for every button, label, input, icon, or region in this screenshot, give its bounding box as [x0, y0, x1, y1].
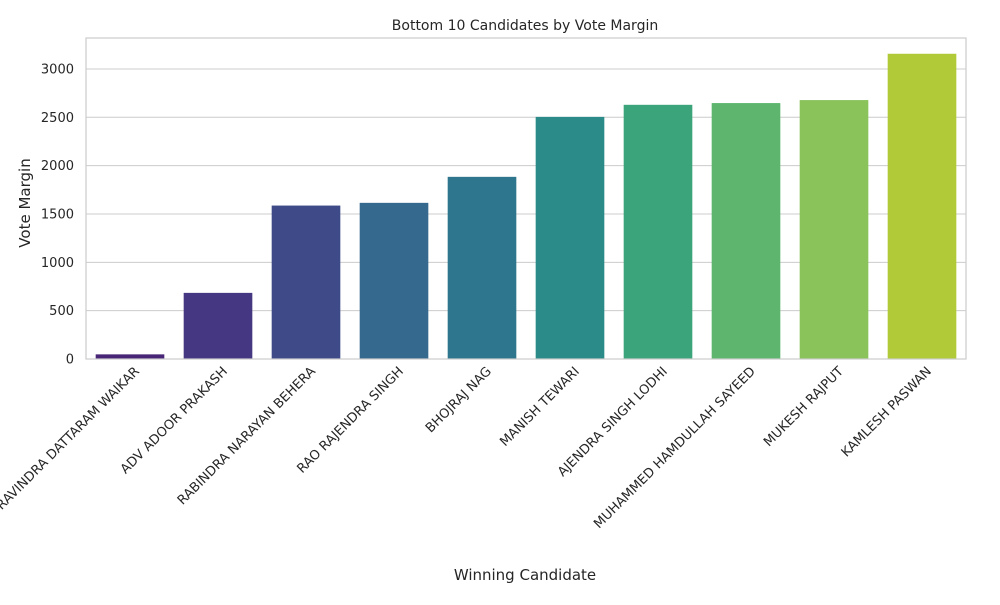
y-axis-label: Vote Margin [16, 158, 34, 247]
y-tick-label: 3000 [41, 62, 74, 77]
x-tick-label: KAMLESH PASWAN [839, 364, 935, 460]
y-tick-label: 0 [66, 353, 74, 368]
x-tick-label: RAVINDRA DATTARAM WAIKAR [0, 364, 143, 513]
bar [271, 205, 341, 359]
y-tick-label: 1500 [41, 207, 74, 222]
bar [623, 104, 693, 359]
x-tick-label: BHOJRAJ NAG [423, 364, 495, 436]
bar [711, 103, 781, 359]
x-tick-label: RABINDRA NARAYAN BEHERA [175, 364, 319, 508]
bar [535, 116, 605, 359]
x-axis-label: Winning Candidate [454, 566, 596, 584]
bars [95, 53, 957, 360]
x-tick-label: MUHAMMED HAMDULLAH SAYEED [591, 364, 759, 532]
bar [359, 202, 429, 359]
y-tick-label: 500 [49, 304, 74, 319]
bar [447, 176, 517, 359]
bar [183, 292, 253, 359]
x-tick-label: MANISH TEWARI [497, 364, 582, 449]
y-tick-label: 2500 [41, 111, 74, 126]
bar [887, 53, 957, 359]
bar [799, 100, 869, 360]
y-tick-label: 2000 [41, 159, 74, 174]
plot-frame [85, 37, 967, 360]
y-tick-labels: 0 500 1000 1500 2000 2500 3000 [41, 62, 74, 367]
x-tick-label: MUKESH RAJPUT [761, 364, 847, 450]
chart-title: Bottom 10 Candidates by Vote Margin [392, 18, 658, 34]
y-tick-label: 1000 [41, 256, 74, 271]
bar [95, 354, 165, 359]
